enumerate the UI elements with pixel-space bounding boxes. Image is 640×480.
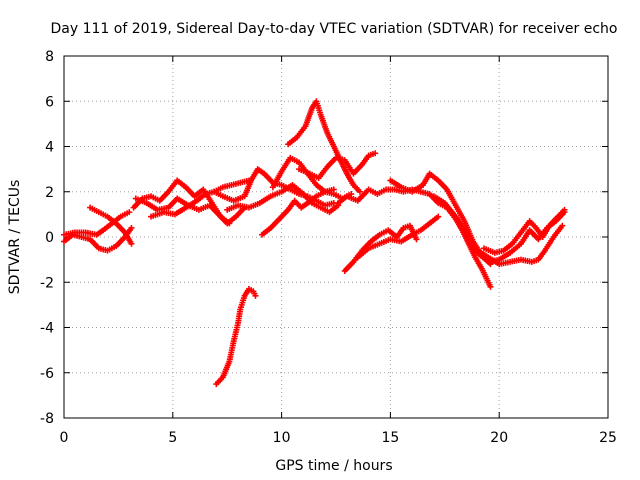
y-tick-label: -6	[40, 366, 54, 382]
series-track-7	[213, 286, 259, 388]
data-point	[559, 222, 566, 229]
y-tick-label: 8	[45, 49, 54, 65]
x-tick-label: 0	[60, 430, 69, 446]
data-point	[356, 188, 363, 195]
y-axis: -8 -6 -4 -2 0 2 4 6 8	[40, 49, 608, 427]
data-point	[128, 240, 135, 247]
x-tick-label: 25	[599, 430, 617, 446]
series-track-20	[480, 206, 568, 256]
y-tick-label: -2	[40, 275, 54, 291]
y-tick-label: -4	[40, 321, 54, 337]
series-track-10	[259, 188, 355, 238]
series-track-13	[296, 150, 379, 182]
x-tick-label: 5	[168, 430, 177, 446]
series-track-3	[87, 204, 135, 247]
chart-title: Day 111 of 2019, Sidereal Day-to-day VTE…	[51, 21, 618, 37]
series-track-14	[341, 222, 420, 274]
data-marks	[61, 98, 568, 388]
series-track-12	[269, 154, 337, 195]
data-point	[487, 283, 494, 290]
data-point	[372, 150, 379, 157]
data-point	[330, 186, 337, 193]
y-tick-label: -8	[40, 411, 54, 427]
series-track-5	[132, 195, 248, 227]
series-track-1	[61, 224, 135, 254]
x-tick-label: 20	[490, 430, 508, 446]
data-point	[126, 209, 133, 216]
x-tick-label: 15	[381, 430, 399, 446]
x-axis: 0 5 10 15 20 25	[60, 56, 617, 446]
data-point	[561, 206, 568, 213]
y-tick-label: 4	[45, 140, 54, 156]
series-track-17	[387, 170, 494, 268]
series-track-15	[354, 213, 442, 261]
data-point	[413, 236, 420, 243]
x-tick-label: 10	[273, 430, 291, 446]
x-axis-label: GPS time / hours	[275, 458, 392, 474]
data-point	[128, 224, 135, 231]
y-tick-label: 2	[45, 185, 54, 201]
series-track-19	[474, 222, 566, 268]
data-point	[252, 292, 259, 299]
y-tick-label: 0	[45, 230, 54, 246]
y-tick-label: 6	[45, 94, 54, 110]
y-axis-label: SDTVAR / TECUs	[7, 180, 23, 295]
series-track-6	[148, 177, 252, 220]
series-track-11	[285, 98, 363, 195]
series-track-2	[61, 209, 133, 238]
data-point	[435, 213, 442, 220]
